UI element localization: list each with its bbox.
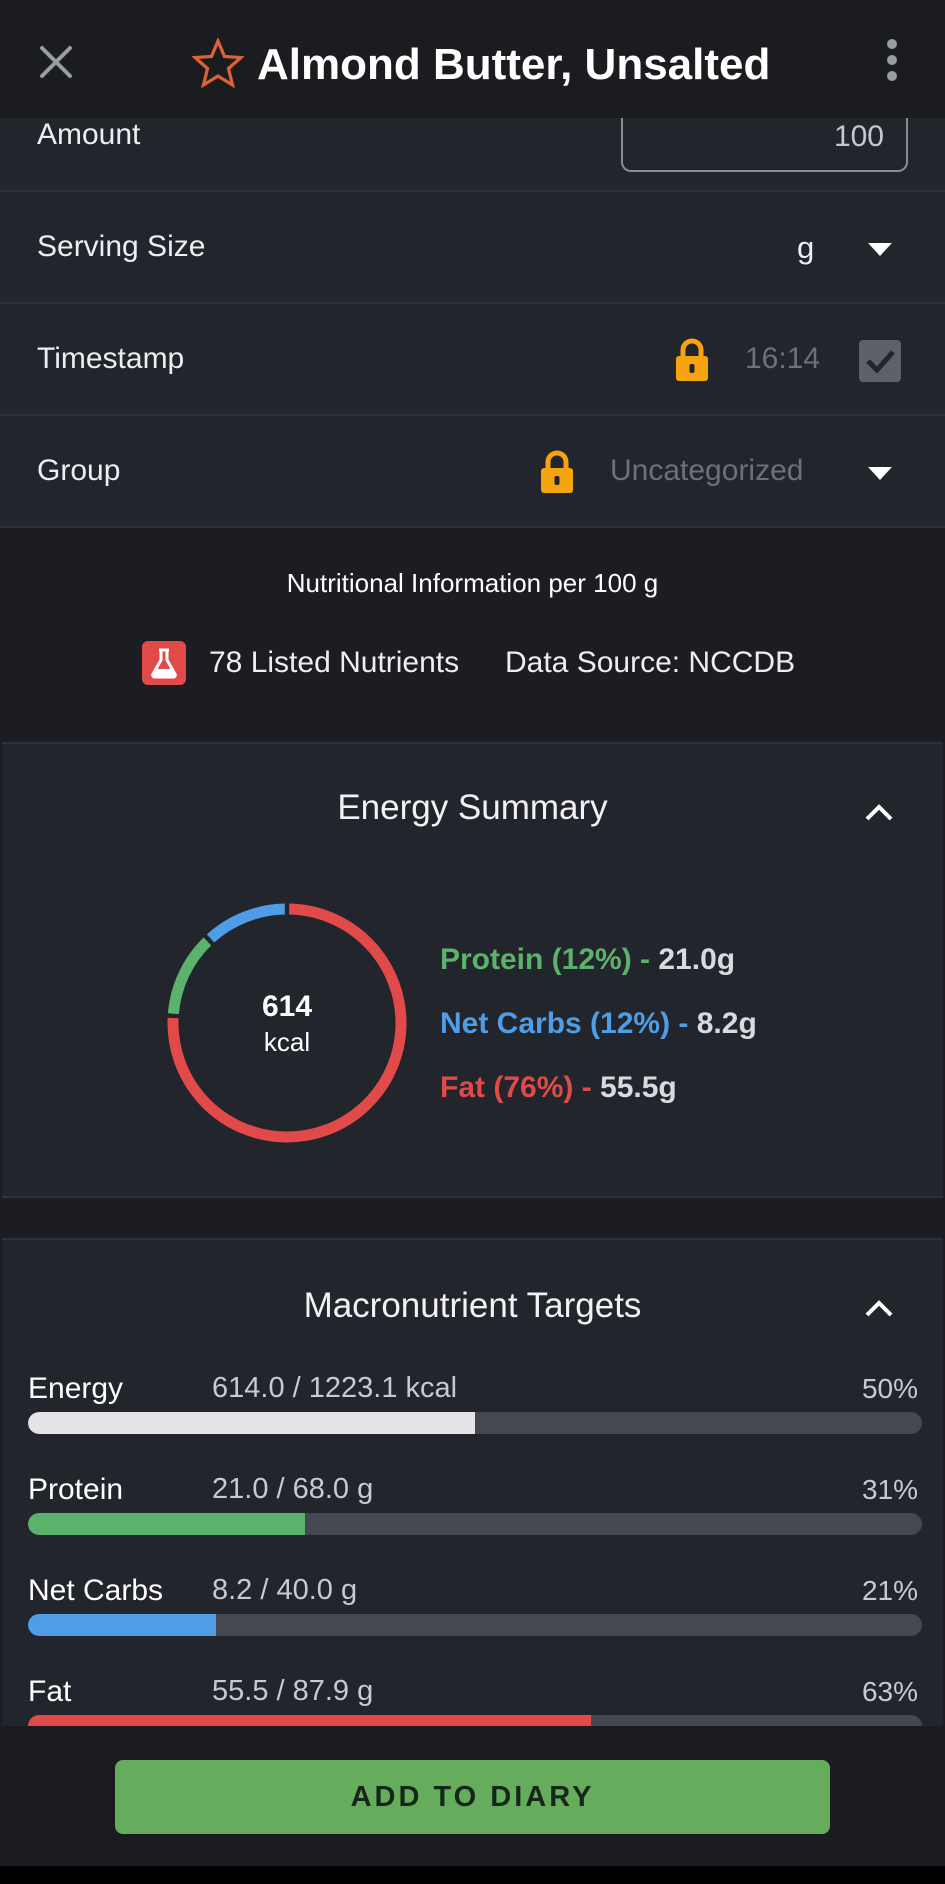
target-energy-bar xyxy=(28,1412,922,1434)
serving-size-label: Serving Size xyxy=(37,230,206,263)
more-vertical-icon[interactable] xyxy=(872,36,912,88)
group-row[interactable]: Group Uncategorized xyxy=(0,416,945,528)
amount-value: 100 xyxy=(833,120,884,153)
flask-icon xyxy=(142,641,186,685)
page-title: Almond Butter, Unsalted xyxy=(257,40,771,89)
donut-segment-protein xyxy=(167,937,212,1015)
macro-fat-value: 55.5g xyxy=(600,1071,677,1104)
chevron-down-icon[interactable] xyxy=(868,243,892,256)
target-energy-fill xyxy=(28,1412,475,1434)
energy-summary-title: Energy Summary xyxy=(337,788,608,827)
target-net-carbs-percent: 21% xyxy=(861,1575,918,1606)
kcal-unit: kcal xyxy=(263,1027,311,1057)
target-protein-percent: 31% xyxy=(861,1474,918,1505)
lock-icon xyxy=(676,338,708,381)
lock-icon xyxy=(541,450,573,493)
timestamp-label: Timestamp xyxy=(37,342,185,375)
macro-fat: Fat (76%) - 55.5g xyxy=(440,1071,677,1105)
macro-fat-name: Fat (76%) - xyxy=(440,1071,592,1104)
group-label: Group xyxy=(37,454,121,487)
macro-protein: Protein (12%) - 21.0g xyxy=(440,943,735,977)
donut-segment-net-carbs xyxy=(206,903,286,943)
close-icon[interactable] xyxy=(36,42,76,82)
target-protein-amount: 21.0 / 68.0 g xyxy=(212,1473,374,1505)
energy-donut-chart xyxy=(167,903,407,1143)
macro-targets-title: Macronutrient Targets xyxy=(303,1286,642,1325)
timestamp-row: Timestamp 16:14 xyxy=(0,304,945,416)
timestamp-value[interactable]: 16:14 xyxy=(745,342,821,375)
kcal-value: 614 xyxy=(261,990,313,1023)
donut-segment-fat xyxy=(167,903,407,1143)
macro-net-carbs-name: Net Carbs (12%) - xyxy=(440,1007,689,1040)
target-energy-label: Energy xyxy=(28,1372,124,1405)
macro-net-carbs: Net Carbs (12%) - 8.2g xyxy=(440,1007,757,1041)
chevron-up-icon[interactable] xyxy=(864,1298,894,1318)
nutrition-info-title: Nutritional Information per 100 g xyxy=(286,568,659,598)
target-fat-amount: 55.5 / 87.9 g xyxy=(212,1675,374,1707)
target-energy-percent: 50% xyxy=(861,1373,918,1404)
listed-nutrients[interactable]: 78 Listed Nutrients xyxy=(209,646,460,679)
star-outline-icon[interactable] xyxy=(192,38,244,88)
serving-size-value: g xyxy=(797,230,815,265)
serving-size-row[interactable]: Serving Size g xyxy=(0,192,945,304)
group-value: Uncategorized xyxy=(610,454,804,487)
target-net-carbs-fill xyxy=(28,1614,216,1636)
timestamp-checkbox[interactable] xyxy=(859,340,901,382)
target-energy-amount: 614.0 / 1223.1 kcal xyxy=(212,1372,458,1404)
target-net-carbs-amount: 8.2 / 40.0 g xyxy=(212,1574,358,1606)
target-protein-fill xyxy=(28,1513,306,1535)
target-protein-label: Protein xyxy=(28,1473,124,1506)
target-fat-percent: 63% xyxy=(861,1676,918,1707)
data-source: Data Source: NCCDB xyxy=(505,646,796,679)
amount-label: Amount xyxy=(37,118,141,151)
chevron-up-icon[interactable] xyxy=(864,802,894,822)
macro-net-carbs-value: 8.2g xyxy=(696,1007,757,1040)
macro-targets-card: Macronutrient Targets Energy 614.0 / 122… xyxy=(2,1238,943,1758)
target-protein-bar xyxy=(28,1513,922,1535)
target-net-carbs-bar xyxy=(28,1614,922,1636)
target-fat-label: Fat xyxy=(28,1675,72,1708)
app-bar: Almond Butter, Unsalted xyxy=(0,0,945,118)
energy-summary-card: Energy Summary xyxy=(2,742,943,1198)
chevron-down-icon[interactable] xyxy=(868,467,892,480)
add-to-diary-button[interactable]: ADD TO DIARY xyxy=(115,1760,830,1834)
amount-input[interactable]: 100 xyxy=(621,118,908,172)
check-icon xyxy=(866,350,895,374)
macro-protein-value: 21.0g xyxy=(658,943,736,976)
macro-protein-name: Protein (12%) - xyxy=(440,943,651,976)
bottom-action-bar: ADD TO DIARY xyxy=(0,1726,945,1866)
target-net-carbs-label: Net Carbs xyxy=(28,1574,164,1607)
system-nav-strip xyxy=(0,1866,945,1884)
